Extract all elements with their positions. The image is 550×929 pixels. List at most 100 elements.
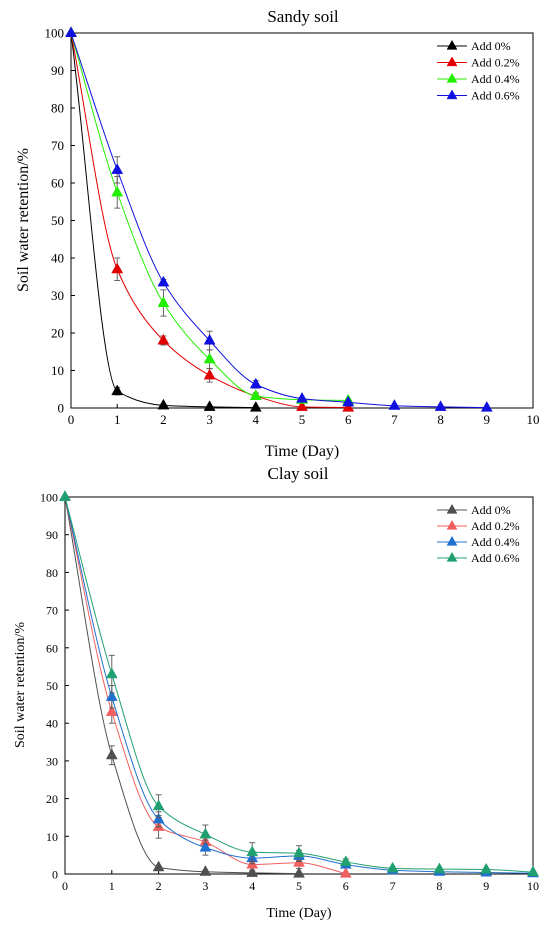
series-line (64, 496, 534, 874)
series-line (70, 32, 487, 409)
y-tick-label: 20 (46, 792, 58, 806)
series-group (65, 26, 493, 412)
y-axis-label: Soil water retention/% (15, 148, 32, 292)
data-point-marker (249, 389, 262, 401)
legend: Add 0% Add 0.2% Add 0.4% Add 0.6% (437, 503, 520, 565)
sandy-soil-chart: Sandy soil 0 1 2 3 4 5 6 7 8 9 10 0 10 20 30 40 50 60 70 8… (15, 7, 540, 460)
data-point-marker (296, 400, 308, 411)
data-point-marker (111, 262, 124, 274)
data-point-marker (293, 846, 305, 858)
x-tick-label: 10 (527, 879, 539, 893)
data-point-marker (157, 296, 170, 308)
x-tick-label: 7 (390, 879, 396, 893)
data-point-marker (152, 812, 165, 824)
x-tick-label: 5 (296, 879, 302, 893)
clay-soil-chart: Clay soil 0 1 2 3 4 5 6 7 8 9 10 0 10 20 30 40 50 60 70 80… (13, 464, 539, 921)
legend-marker (446, 519, 458, 530)
y-tick-labels: 0 10 20 30 40 50 60 70 80 90 100 (40, 491, 69, 882)
data-point-marker (203, 333, 216, 345)
y-tick-label: 80 (46, 566, 58, 580)
y-tick-label: 100 (40, 491, 58, 505)
x-tick-label: 0 (62, 879, 68, 893)
legend-marker (446, 56, 458, 67)
data-point-marker (339, 866, 352, 878)
y-tick-label: 20 (51, 326, 64, 341)
y-tick-label: 10 (46, 830, 58, 844)
data-point-marker (527, 865, 539, 877)
data-point-marker (111, 185, 124, 197)
y-axis-label: Soil water retention/% (13, 622, 28, 748)
legend-marker (446, 72, 458, 83)
y-tick-label: 50 (46, 679, 58, 693)
legend-marker (446, 551, 458, 562)
x-tick-label: 4 (253, 412, 260, 427)
y-tick-label: 80 (51, 101, 64, 116)
data-point-marker (203, 400, 216, 411)
legend-label: Add 0.6% (471, 551, 520, 565)
data-point-marker (480, 862, 493, 874)
y-tick-label: 60 (46, 641, 58, 655)
y-tick-label: 90 (46, 528, 58, 542)
x-tick-label: 0 (68, 412, 75, 427)
data-point-marker (246, 845, 259, 857)
legend-label: Add 0.6% (471, 89, 520, 103)
x-tick-label: 3 (202, 879, 208, 893)
data-point-marker (203, 368, 216, 380)
y-tick-label: 0 (52, 868, 58, 882)
data-point-marker (249, 400, 262, 412)
legend-label: Add 0% (471, 39, 511, 53)
x-tick-label: 9 (483, 879, 489, 893)
data-point-marker (199, 865, 212, 876)
chart-title: Sandy soil (267, 7, 339, 26)
y-tick-label: 50 (51, 213, 64, 228)
series-line (64, 496, 534, 873)
x-tick-label: 1 (114, 412, 121, 427)
x-tick-label: 4 (249, 879, 255, 893)
data-point-marker (111, 163, 124, 174)
data-point-marker (480, 400, 493, 412)
y-tick-label: 40 (51, 251, 64, 266)
series-group (59, 490, 539, 878)
data-point-marker (434, 400, 447, 411)
data-point-marker (152, 860, 165, 872)
data-point-marker (157, 275, 170, 287)
data-point-marker (293, 866, 305, 878)
x-axis-label: Time (Day) (265, 443, 340, 460)
data-point-marker (65, 26, 77, 38)
series-line (70, 32, 349, 409)
legend-marker (446, 535, 458, 546)
legend-label: Add 0.2% (471, 56, 520, 70)
y-tick-label: 30 (46, 754, 58, 768)
x-tick-label: 5 (299, 412, 306, 427)
data-point-marker (105, 705, 118, 716)
x-tick-label: 6 (345, 412, 352, 427)
y-tick-label: 100 (45, 26, 65, 41)
series-line (70, 32, 256, 409)
y-tick-label: 70 (51, 138, 64, 153)
data-point-marker (111, 384, 124, 396)
y-tick-label: 30 (51, 288, 64, 303)
data-point-marker (296, 391, 308, 403)
y-tick-label: 0 (58, 401, 65, 416)
y-tick-label: 10 (51, 363, 64, 378)
series-line (64, 496, 346, 875)
legend-label: Add 0.2% (471, 519, 520, 533)
legend-marker (446, 503, 458, 514)
data-point-marker (199, 840, 212, 852)
x-tick-label: 2 (156, 879, 162, 893)
x-tick-label: 2 (160, 412, 167, 427)
x-tick-label: 7 (391, 412, 398, 427)
x-tick-label: 3 (206, 412, 213, 427)
data-point-marker (59, 490, 71, 502)
data-point-marker (199, 827, 212, 839)
x-tick-label: 9 (484, 412, 491, 427)
y-tick-labels: 0 10 20 30 40 50 60 70 80 90 100 (45, 26, 75, 416)
chart-title: Clay soil (268, 464, 329, 483)
data-point-marker (105, 690, 118, 701)
data-point-marker (249, 377, 262, 389)
x-axis-label: Time (Day) (266, 906, 332, 921)
data-point-marker (386, 861, 399, 873)
data-point-marker (105, 748, 118, 760)
data-point-marker (342, 400, 355, 412)
